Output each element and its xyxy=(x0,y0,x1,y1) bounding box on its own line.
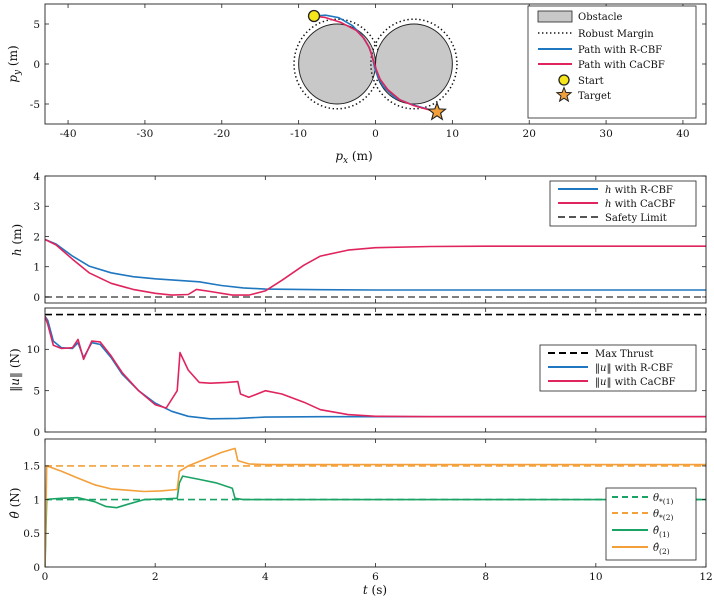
trajectory-xtick-label: -20 xyxy=(213,128,230,140)
h-ytick-label: 2 xyxy=(33,231,40,243)
h-ytick-label: 3 xyxy=(33,201,40,213)
h-legend: h with R-CBF h with CaCBF Safety Limit xyxy=(549,180,697,227)
u-ylabel: ‖u‖ (N) xyxy=(8,348,22,391)
trajectory-lines xyxy=(313,14,438,113)
h-ylabel: h (m) xyxy=(10,224,24,256)
legend-theta-hat1: θ̂(1) xyxy=(653,526,670,539)
h-ytick-label: 0 xyxy=(33,292,40,304)
legend-start-marker xyxy=(558,74,570,86)
trajectory-xtick-label: -40 xyxy=(60,128,77,140)
u-ytick-label: 5 xyxy=(33,385,40,397)
robust-margin-2 xyxy=(370,18,458,110)
u-panel: 0 5 10 ‖u‖ (N) Max Thrust ‖u‖ with R-CBF ‖… xyxy=(8,307,707,439)
trajectory-xtick-label: 30 xyxy=(599,128,612,140)
trajectory-xlabel: px (m) xyxy=(335,149,372,166)
trajectory-markers xyxy=(307,9,447,121)
legend-target-marker xyxy=(555,86,573,103)
obstacle-1 xyxy=(298,23,376,105)
legend-target: Target xyxy=(578,91,611,102)
theta-xtick-label: 2 xyxy=(152,571,159,583)
theta-xtick-label: 8 xyxy=(482,571,489,583)
theta-legend-box xyxy=(605,487,697,561)
h-ytick-label: 4 xyxy=(33,171,40,183)
theta-xtick-label: 12 xyxy=(699,571,712,583)
trajectory-legend: Obstacle Robust Margin Path with R-CBF P… xyxy=(527,5,697,119)
legend-obstacle: Obstacle xyxy=(578,12,623,23)
u-ticks: 0 5 10 xyxy=(27,308,707,439)
theta-series-1 xyxy=(45,475,706,567)
theta-xlabel: t (s) xyxy=(363,583,387,597)
legend-theta-star2: θ*(2) xyxy=(653,509,673,522)
h-ytick-label: 1 xyxy=(33,262,40,274)
legend-path-cacbf: Path with CaCBF xyxy=(578,60,665,71)
legend-h-rcbf: h with R-CBF xyxy=(605,185,673,196)
theta-xtick-label: 0 xyxy=(42,571,49,583)
trajectory-legend-box xyxy=(527,5,697,119)
obstacle-2 xyxy=(375,23,453,105)
theta-ylabel: θ̂ (N) xyxy=(8,488,22,519)
start-marker xyxy=(307,9,321,23)
h-series-h-with-cacbf xyxy=(45,238,706,296)
trajectory-xtick-label: 0 xyxy=(372,128,379,140)
trajectory-xtick-label: 40 xyxy=(676,128,689,140)
theta-ytick-label: 0 xyxy=(33,562,40,574)
u-ytick-label: 10 xyxy=(27,344,40,356)
h-ticks: 0 1 2 3 4 xyxy=(33,171,707,304)
obstacle-layer xyxy=(293,18,458,110)
trajectory-ytick-label: -5 xyxy=(30,99,40,111)
legend-u-cacbf: ‖u‖ with CaCBF xyxy=(595,377,676,388)
theta-xtick-label: 6 xyxy=(372,571,379,583)
trajectory-ticks: -5 0 5 -40 -30 -20 -10 0 10 20 30 40 xyxy=(30,4,706,140)
legend-robust-margin: Robust Margin xyxy=(578,29,654,40)
legend-safety-limit: Safety Limit xyxy=(605,213,667,224)
legend-path-rcbf: Path with R-CBF xyxy=(578,45,662,56)
legend-theta-star1: θ*(1) xyxy=(653,493,673,506)
theta-xtick-label: 4 xyxy=(262,571,269,583)
u-legend: Max Thrust ‖u‖ with R-CBF ‖u‖ with CaCBF xyxy=(539,344,697,392)
theta-ytick-label: 1 xyxy=(33,494,40,506)
theta-series-2 xyxy=(45,447,706,567)
trajectory-xtick-label: -30 xyxy=(136,128,153,140)
theta-lines xyxy=(45,447,706,567)
target-marker xyxy=(426,101,447,121)
theta-ytick-label: 1.5 xyxy=(23,461,40,473)
legend-obstacle-swatch xyxy=(537,10,573,23)
trajectory-series-path-with-cacbf xyxy=(313,15,438,113)
trajectory-xtick-label: 10 xyxy=(446,128,459,140)
trajectory-xtick-label: -10 xyxy=(290,128,307,140)
trajectory-panel: -505-40 -30 -20 -10 0 10 20 30 40 px (m) py (m) … xyxy=(6,3,707,166)
h-series-h-with-r-cbf xyxy=(45,238,706,291)
legend-h-cacbf: h with CaCBF xyxy=(605,199,676,210)
trajectory-ytick-label: 5 xyxy=(33,19,40,31)
h-lines xyxy=(45,238,706,298)
trajectory-xtick-label: 20 xyxy=(523,128,536,140)
theta-panel: 0 0.5 1 1.5 0 2 4 6 8 10 12 θ̂ (N) t (s) θ*(1) θ*(… xyxy=(8,438,713,597)
trajectory-ytick-label: 0 xyxy=(33,59,40,71)
trajectory-ylabel: py (m) xyxy=(6,45,23,82)
legend-u-rcbf: ‖u‖ with R-CBF xyxy=(595,363,673,374)
legend-max-thrust: Max Thrust xyxy=(595,349,654,360)
theta-legend: θ*(1) θ*(2) θ̂(1) θ̂(2) xyxy=(605,487,697,561)
theta-ticks: 0 0.5 1 1.5 0 2 4 6 8 10 12 xyxy=(23,439,713,583)
theta-ytick-label: 0.5 xyxy=(23,528,40,540)
u-series-u-with-cacbf xyxy=(45,316,706,418)
u-lines xyxy=(45,313,706,420)
legend-start: Start xyxy=(578,76,604,87)
u-ytick-label: 0 xyxy=(33,427,40,439)
theta-xtick-label: 10 xyxy=(589,571,602,583)
legend-theta-hat2: θ̂(2) xyxy=(653,543,670,556)
h-panel: 0 1 2 3 4 h (m) h with R-CBF h with CaCBF Sa… xyxy=(10,171,707,304)
